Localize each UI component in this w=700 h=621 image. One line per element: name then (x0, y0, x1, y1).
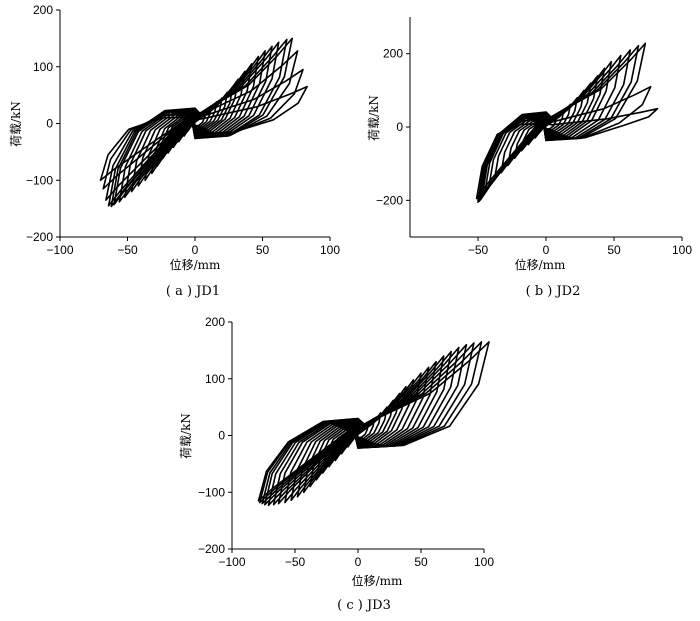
x-tick-label: 50 (256, 243, 270, 257)
y-tick-label: 200 (383, 47, 403, 61)
hysteresis-loops (99, 37, 308, 208)
panel-jd2: −50 0 50 100 −200 0 200 位移/mm 荷载/kN ( b ) JD2 (367, 17, 692, 299)
x-tick-label: 100 (320, 243, 340, 257)
x-tick-label: 100 (672, 243, 692, 257)
y-axis-label: 荷载/kN (367, 95, 381, 141)
x-tick-label: 50 (414, 555, 428, 569)
x-axis-label: 位移/mm (170, 257, 221, 272)
x-axis-label: 位移/mm (515, 257, 566, 272)
x-tick-label: 100 (474, 555, 494, 569)
x-tick-label: 0 (192, 243, 199, 257)
y-tick-label: 0 (218, 429, 225, 443)
hysteresis-loops (257, 341, 490, 507)
panel-caption: ( b ) JD2 (526, 284, 581, 299)
x-tick-label: 50 (607, 243, 621, 257)
x-tick-label: 0 (355, 555, 362, 569)
axis-ticks: −50 0 50 100 −200 0 200 (376, 47, 692, 257)
y-tick-label: −200 (198, 542, 225, 556)
hysteresis-loops (475, 42, 659, 203)
hysteresis-loop (99, 85, 308, 182)
panel-caption: ( c ) JD3 (337, 598, 391, 613)
x-tick-label: −50 (117, 243, 138, 257)
y-tick-label: −200 (376, 193, 403, 207)
y-tick-label: −100 (198, 485, 225, 499)
panel-caption: ( a ) JD1 (166, 284, 220, 299)
y-tick-label: 200 (205, 315, 225, 329)
y-tick-label: 200 (33, 3, 53, 17)
x-tick-label: 0 (543, 243, 550, 257)
y-tick-label: −100 (26, 173, 53, 187)
hysteresis-loop (257, 341, 490, 502)
y-tick-label: 100 (205, 372, 225, 386)
x-tick-label: −50 (468, 243, 489, 257)
y-tick-label: 100 (33, 60, 53, 74)
x-tick-label: −100 (218, 555, 245, 569)
hysteresis-loop (475, 107, 659, 200)
y-tick-label: −200 (26, 230, 53, 244)
y-tick-label: 0 (396, 120, 403, 134)
x-tick-label: −50 (285, 555, 306, 569)
y-tick-label: 0 (46, 117, 53, 131)
x-axis-label: 位移/mm (352, 573, 403, 588)
x-tick-label: −100 (46, 243, 73, 257)
y-axis-label: 荷载/kN (9, 101, 23, 147)
y-axis-label: 荷载/kN (179, 413, 193, 459)
